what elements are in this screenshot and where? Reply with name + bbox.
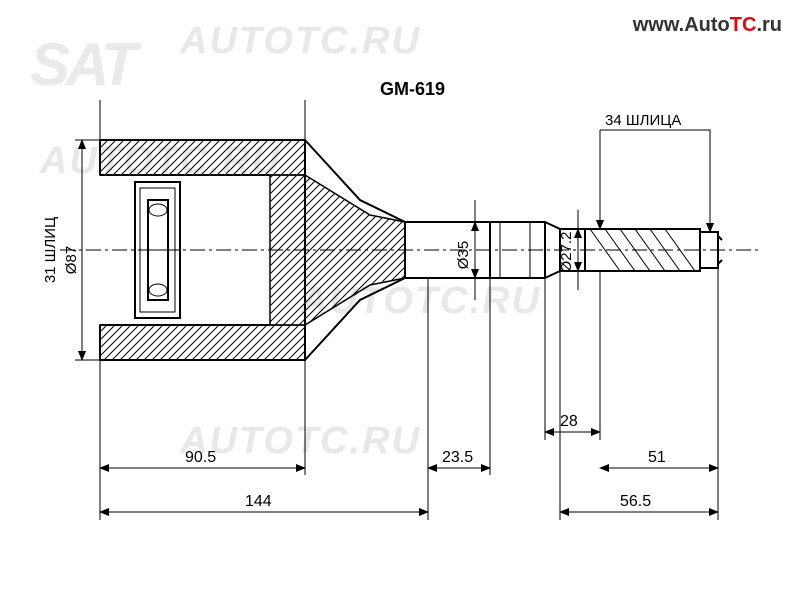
dim-d87: Ø87 xyxy=(63,246,80,274)
dim-905: 90.5 xyxy=(185,449,216,466)
spline-right: 34 ШЛИЦА xyxy=(605,112,681,129)
dim-51: 51 xyxy=(648,449,666,466)
technical-drawing: Ø87 31 ШЛИЦ Ø35 Ø27.2 GM-619 34 ШЛИЦА 90… xyxy=(0,0,800,600)
dim-d35: Ø35 xyxy=(455,241,472,269)
dim-235: 23.5 xyxy=(442,449,473,466)
dim-565: 56.5 xyxy=(620,493,651,510)
dim-144: 144 xyxy=(245,493,272,510)
spline-left-count: 31 xyxy=(42,266,59,283)
svg-text:31 ШЛИЦ: 31 ШЛИЦ xyxy=(42,217,59,283)
dim-d272: Ø27.2 xyxy=(558,232,575,273)
spline-left-label: ШЛИЦ xyxy=(42,217,59,262)
dim-28: 28 xyxy=(560,413,578,430)
part-number: GM-619 xyxy=(380,79,445,99)
